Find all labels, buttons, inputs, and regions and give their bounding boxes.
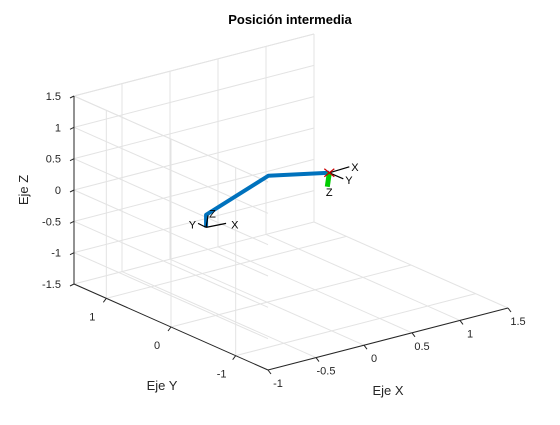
chart-title: Posición intermedia <box>228 12 352 27</box>
x-tick-mark <box>411 332 416 338</box>
frame-z-axis <box>205 215 209 228</box>
grid-line <box>73 190 315 254</box>
grid-line <box>73 33 315 97</box>
frame-origin-mark <box>323 168 335 178</box>
y-tick-mark <box>102 298 107 303</box>
grid-line <box>73 96 315 160</box>
y-axis-label: Eje Y <box>147 378 178 393</box>
frame-y-axis <box>197 222 207 228</box>
z-tick-mark <box>69 220 75 224</box>
z-tick-mark <box>69 189 75 193</box>
frame-y-label: Y <box>345 175 353 187</box>
z-tick-label: -0.5 <box>42 216 61 228</box>
y-tick-mark <box>232 355 237 360</box>
frame-x-label: X <box>351 162 359 174</box>
frame-z-label: Z <box>209 208 216 220</box>
z-tick-label: 0 <box>55 185 61 197</box>
z-tick-mark <box>69 95 75 99</box>
frame-x-axis <box>205 222 227 228</box>
z-tick-label: 0.5 <box>46 154 61 166</box>
x-tick-label: -1 <box>273 378 283 390</box>
series-line <box>204 170 330 228</box>
grid-line <box>73 220 269 308</box>
grid-line <box>73 64 315 128</box>
frame-y-axis <box>329 172 344 180</box>
z-tick-mark <box>69 126 75 130</box>
grid-line <box>73 126 269 214</box>
axes <box>73 96 509 371</box>
x-tick-mark <box>459 320 464 325</box>
x-tick-label: 1 <box>467 328 473 340</box>
z-axis-label: Eje Z <box>16 175 31 205</box>
z-tick-label: 1 <box>55 122 61 134</box>
x-tick-mark <box>267 369 272 375</box>
x-tick-label: -0.5 <box>317 366 336 378</box>
series <box>204 170 330 228</box>
grid-line <box>73 221 315 285</box>
grid-line <box>73 127 315 191</box>
ticks: -1 -0.5 0 0.5 1 1.5 -1 0 1 -1.5 -1 -0.5 0 0.5 1 1.5 <box>42 91 526 390</box>
z-tick-mark <box>69 283 75 287</box>
frame-z-axis <box>324 172 332 188</box>
y-tick-label: -1 <box>217 369 227 381</box>
grid <box>73 33 509 371</box>
frame-x-label: X <box>231 219 239 231</box>
z-tick-label: -1 <box>51 248 61 260</box>
z-tick-label: -1.5 <box>42 279 61 291</box>
x-tick-mark <box>315 357 320 362</box>
x-axis-line <box>267 307 509 371</box>
grid-line <box>73 189 269 277</box>
x-axis-label: Eje X <box>372 383 403 398</box>
frame-z-label: Z <box>326 187 333 199</box>
x-tick-label: 0 <box>371 353 377 365</box>
grid-line <box>73 95 269 183</box>
y-tick-mark <box>167 326 172 332</box>
y-tick-label: 1 <box>89 311 95 323</box>
frame-x-axis <box>329 166 350 174</box>
x-tick-mark <box>363 344 368 350</box>
grid-line <box>170 264 412 328</box>
x-tick-label: 1.5 <box>510 316 525 328</box>
z-tick-label: 1.5 <box>46 91 61 103</box>
grid-line <box>235 293 476 357</box>
x-tick-label: 0.5 <box>414 341 429 353</box>
y-tick-label: 0 <box>154 340 160 352</box>
z-tick-mark <box>69 158 75 162</box>
frame-y-label: Y <box>189 219 197 231</box>
grid-line <box>73 252 269 340</box>
grid-line <box>106 235 347 299</box>
z-tick-mark <box>69 252 75 256</box>
x-tick-mark <box>507 307 512 313</box>
grid-line <box>73 158 269 246</box>
grid-line <box>73 158 315 222</box>
